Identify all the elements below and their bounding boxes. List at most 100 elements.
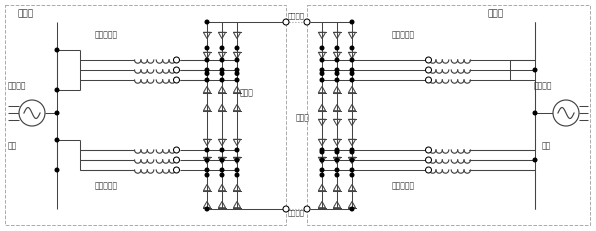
Circle shape xyxy=(304,206,310,212)
Circle shape xyxy=(235,148,239,152)
Circle shape xyxy=(173,167,179,173)
Circle shape xyxy=(350,46,354,50)
Circle shape xyxy=(335,150,339,154)
Circle shape xyxy=(350,78,354,82)
Circle shape xyxy=(220,78,224,82)
Circle shape xyxy=(320,58,324,62)
Circle shape xyxy=(320,173,324,177)
Circle shape xyxy=(205,173,209,177)
Text: 换流阀: 换流阀 xyxy=(296,113,310,122)
Circle shape xyxy=(55,111,59,115)
Circle shape xyxy=(350,58,354,62)
Text: 换流变压器: 换流变压器 xyxy=(392,30,415,39)
Circle shape xyxy=(426,57,432,63)
Circle shape xyxy=(553,100,579,126)
Circle shape xyxy=(426,157,432,163)
Circle shape xyxy=(220,158,224,162)
Circle shape xyxy=(220,173,224,177)
Circle shape xyxy=(220,58,224,62)
Circle shape xyxy=(220,168,224,172)
Circle shape xyxy=(304,19,310,25)
Circle shape xyxy=(350,20,354,24)
Circle shape xyxy=(55,138,59,142)
Text: 整流站: 整流站 xyxy=(18,9,34,18)
Circle shape xyxy=(350,148,354,152)
Text: 交流电网: 交流电网 xyxy=(8,81,26,90)
Circle shape xyxy=(205,168,209,172)
Circle shape xyxy=(55,88,59,92)
Circle shape xyxy=(205,20,209,24)
Text: 电压: 电压 xyxy=(8,141,17,150)
Circle shape xyxy=(205,148,209,152)
Circle shape xyxy=(533,68,537,72)
Circle shape xyxy=(220,46,224,50)
Circle shape xyxy=(205,207,209,211)
Text: 换流变压器: 换流变压器 xyxy=(95,181,118,190)
Circle shape xyxy=(350,168,354,172)
Circle shape xyxy=(320,46,324,50)
Circle shape xyxy=(283,206,289,212)
Circle shape xyxy=(350,150,354,154)
Circle shape xyxy=(335,68,339,72)
Circle shape xyxy=(173,147,179,153)
Circle shape xyxy=(426,67,432,73)
Circle shape xyxy=(235,72,239,75)
Circle shape xyxy=(173,77,179,83)
Circle shape xyxy=(220,148,224,152)
Text: 换流变压器: 换流变压器 xyxy=(95,30,118,39)
Circle shape xyxy=(235,78,239,82)
Circle shape xyxy=(335,168,339,172)
Text: 换流变压器: 换流变压器 xyxy=(392,181,415,190)
Circle shape xyxy=(533,111,537,115)
Circle shape xyxy=(335,148,339,152)
Circle shape xyxy=(235,68,239,72)
Circle shape xyxy=(350,207,354,211)
Circle shape xyxy=(426,167,432,173)
Circle shape xyxy=(220,68,224,72)
Text: 电压: 电压 xyxy=(542,141,551,150)
Text: 交流电网: 交流电网 xyxy=(534,81,552,90)
Circle shape xyxy=(320,150,324,154)
Circle shape xyxy=(320,68,324,72)
Circle shape xyxy=(320,78,324,82)
Circle shape xyxy=(235,46,239,50)
Bar xyxy=(307,5,590,225)
Circle shape xyxy=(235,173,239,177)
Circle shape xyxy=(220,72,224,75)
Circle shape xyxy=(55,168,59,172)
Circle shape xyxy=(335,173,339,177)
Circle shape xyxy=(235,58,239,62)
Circle shape xyxy=(350,173,354,177)
Circle shape xyxy=(426,77,432,83)
Text: 直流线路: 直流线路 xyxy=(287,209,305,216)
Circle shape xyxy=(335,72,339,75)
Circle shape xyxy=(173,157,179,163)
Circle shape xyxy=(235,158,239,162)
Circle shape xyxy=(533,158,537,162)
Circle shape xyxy=(173,67,179,73)
Circle shape xyxy=(350,158,354,162)
Circle shape xyxy=(320,72,324,75)
Circle shape xyxy=(320,158,324,162)
Text: 直流线路: 直流线路 xyxy=(287,12,305,19)
Circle shape xyxy=(205,72,209,75)
Circle shape xyxy=(335,78,339,82)
Circle shape xyxy=(426,147,432,153)
Text: 换流阀: 换流阀 xyxy=(240,88,254,97)
Text: 逆变站: 逆变站 xyxy=(488,9,504,18)
Circle shape xyxy=(335,46,339,50)
Bar xyxy=(5,5,286,225)
Circle shape xyxy=(19,100,45,126)
Circle shape xyxy=(205,158,209,162)
Circle shape xyxy=(335,158,339,162)
Circle shape xyxy=(235,168,239,172)
Circle shape xyxy=(205,46,209,50)
Circle shape xyxy=(320,148,324,152)
Circle shape xyxy=(173,57,179,63)
Circle shape xyxy=(205,78,209,82)
Circle shape xyxy=(320,168,324,172)
Circle shape xyxy=(350,68,354,72)
Circle shape xyxy=(283,19,289,25)
Circle shape xyxy=(335,58,339,62)
Circle shape xyxy=(350,72,354,75)
